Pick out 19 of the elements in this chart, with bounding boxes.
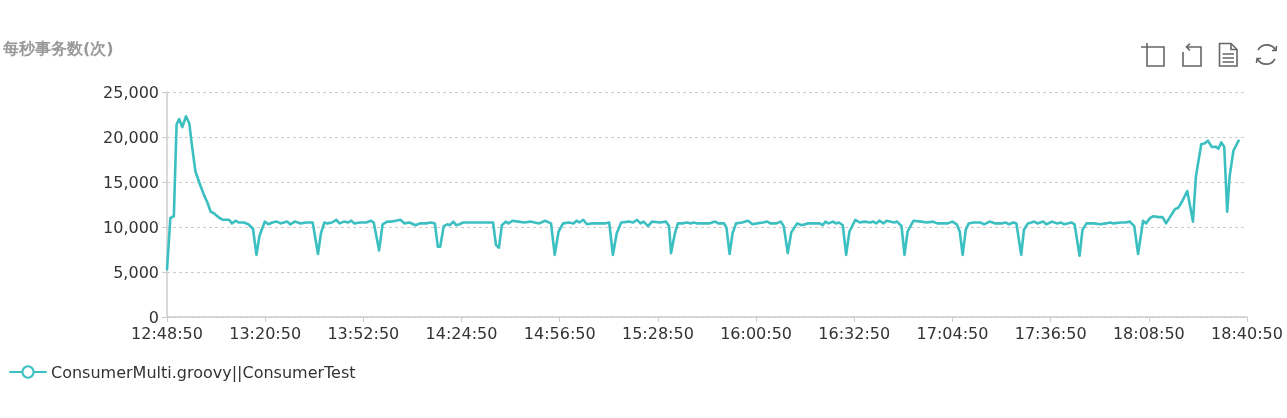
y-axis-title: 每秒事务数(次): [2, 38, 114, 58]
y-tick-label: 25,000: [103, 82, 159, 102]
y-tick-label: 15,000: [103, 172, 159, 192]
x-tick-label: 14:24:50: [425, 323, 498, 343]
legend-label: ConsumerMulti.groovy||ConsumerTest: [51, 362, 356, 382]
x-tick-label: 16:00:50: [720, 323, 793, 343]
x-tick-label: 17:36:50: [1014, 323, 1087, 343]
y-tick-label: 20,000: [103, 127, 159, 147]
x-tick-label: 15:28:50: [621, 323, 694, 343]
line-series: [165, 115, 1240, 271]
x-tick-label: 18:40:50: [1211, 323, 1283, 343]
x-tick-label: 16:32:50: [818, 323, 891, 343]
y-tick-label: 5,000: [113, 262, 159, 282]
x-tick-label: 18:08:50: [1112, 323, 1185, 343]
x-tick-label: 14:56:50: [523, 323, 596, 343]
x-tick-label: 13:20:50: [229, 323, 302, 343]
y-tick-label: 10,000: [103, 217, 159, 237]
x-tick-label: 13:52:50: [327, 323, 400, 343]
x-tick-label: 17:04:50: [916, 323, 989, 343]
